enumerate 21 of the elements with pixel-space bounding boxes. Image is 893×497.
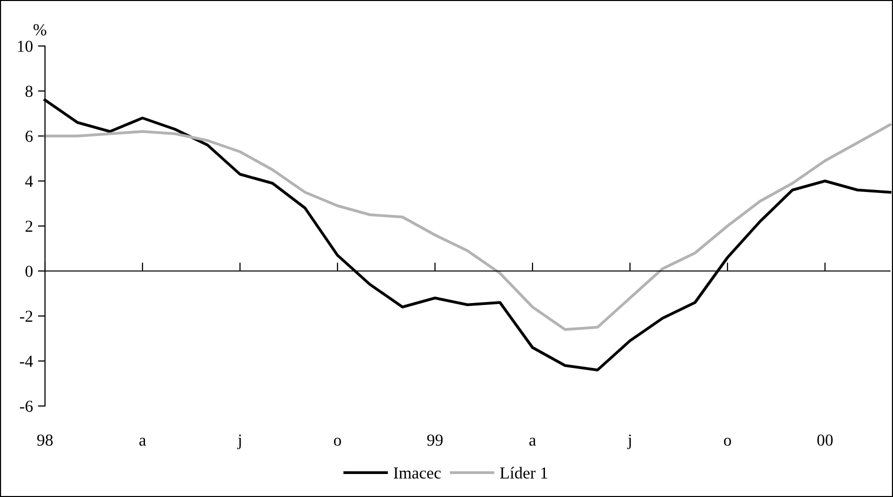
legend-label: Líder 1: [500, 466, 548, 479]
x-tick-label: 99: [427, 434, 443, 446]
y-tick-label: -4: [20, 356, 33, 367]
x-tick-label: 00: [817, 434, 833, 446]
x-tick-label: 98: [37, 434, 53, 446]
y-tick-label: 10: [18, 40, 33, 52]
x-tick-label: j: [627, 434, 631, 450]
y-tick-label: 0: [25, 266, 33, 277]
y-tick-label: -2: [20, 310, 32, 322]
y-tick-label: 8: [25, 86, 33, 97]
x-tick-label: j: [237, 434, 241, 450]
y-tick-label: 4: [25, 176, 33, 187]
x-tick-label: o: [334, 438, 342, 446]
y-tick-label: 2: [26, 220, 32, 232]
legend-label: Imacec: [394, 468, 441, 479]
y-axis-title: %: [34, 24, 46, 36]
x-tick-label: a: [139, 438, 146, 446]
x-tick-label: o: [724, 438, 732, 446]
y-tick-label: 6: [26, 130, 33, 142]
y-tick-label: -6: [20, 400, 33, 412]
x-tick-label: a: [529, 438, 536, 446]
